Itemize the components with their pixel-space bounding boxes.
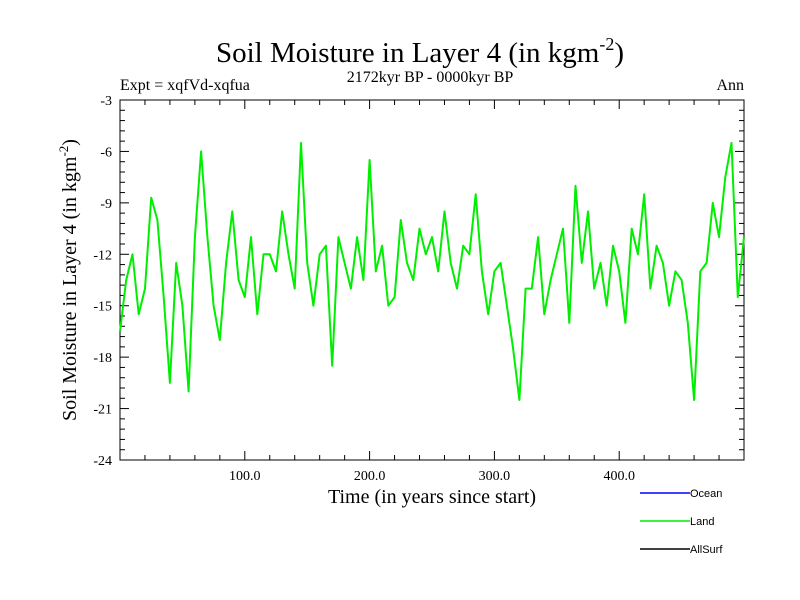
x-tick-label: 300.0	[479, 469, 511, 484]
y-axis-label: Soil Moisture in Layer 4 (in kgm-2)	[56, 139, 81, 421]
x-axis-label: Time (in years since start)	[328, 486, 536, 508]
y-tick-label: -6	[100, 145, 112, 160]
y-tick-label: -24	[93, 454, 112, 469]
season-label: Ann	[716, 77, 744, 94]
y-tick-label: -21	[93, 403, 112, 418]
x-tick-label: 100.0	[229, 469, 261, 484]
x-tick-label: 400.0	[603, 469, 635, 484]
y-tick-label: -15	[93, 300, 112, 315]
legend-label-ocean: Ocean	[690, 488, 722, 500]
y-tick-label: -18	[93, 351, 112, 366]
y-tick-label: -3	[100, 94, 112, 109]
chart-title: Soil Moisture in Layer 4 (in kgm-2)	[216, 34, 624, 69]
x-tick-label: 200.0	[354, 469, 386, 484]
series-line-land	[119, 141, 745, 401]
legend: Ocean Land AllSurf	[640, 488, 723, 556]
legend-label-land: Land	[690, 516, 714, 528]
y-axis: -3 -6 -9 -12 -15 -18 -21 -24	[93, 94, 744, 469]
series-group	[119, 141, 745, 401]
legend-label-allsurf: AllSurf	[690, 544, 723, 556]
plot-frame	[119, 99, 745, 461]
chart-subtitle: 2172kyr BP - 0000kyr BP	[347, 69, 514, 86]
y-tick-label: -9	[100, 197, 112, 212]
x-axis: 100.0 200.0 300.0 400.0	[144, 100, 720, 484]
experiment-label: Expt = xqfVd-xqfua	[120, 77, 250, 94]
y-tick-label: -12	[93, 248, 112, 263]
